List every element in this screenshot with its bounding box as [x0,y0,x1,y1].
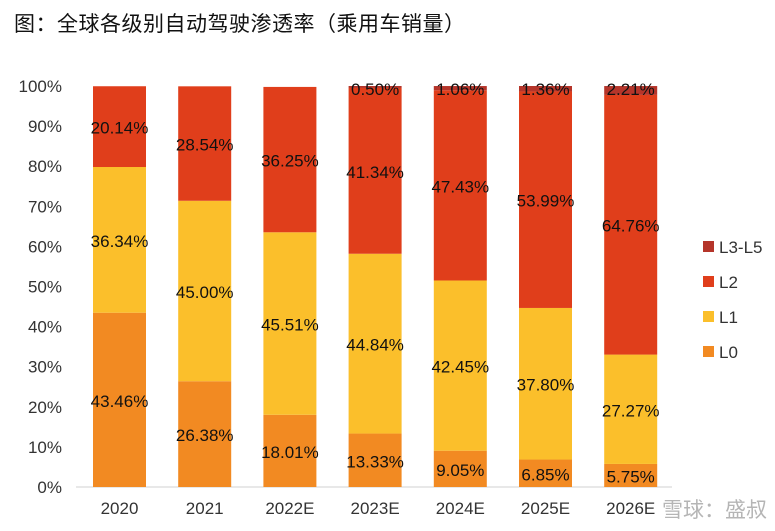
legend-label-l2: L2 [719,273,738,292]
bar-l2-2026E [604,94,658,355]
x-tick-label: 2024E [436,499,485,518]
data-label-l1: 37.80% [517,376,575,395]
bar-l1-2021 [178,200,232,382]
bar-l0-2021 [178,381,232,487]
y-tick-label: 10% [28,438,62,457]
bar-l3-l5-2026E [604,86,658,95]
y-tick-label: 0% [37,478,62,497]
data-label-l0: 13.33% [346,452,404,471]
data-label-l1: 45.00% [176,283,234,302]
data-label-l2: 28.54% [176,136,234,155]
legend-swatch-l1 [703,311,714,322]
data-label-l3-l5: 0.50% [351,80,399,99]
data-label-l0: 6.85% [521,465,569,484]
data-label-l0: 5.75% [607,467,655,486]
bar-l0-2026E [604,463,658,487]
x-tick-label: 2022E [265,499,314,518]
bar-l3-l5-2025E [519,86,572,92]
bar-l2-2022E [263,86,317,233]
data-label-l3-l5: 1.36% [521,80,569,99]
data-label-l2: 20.14% [91,119,149,138]
bar-l0-2020 [93,312,146,487]
bar-l2-2023E [348,87,402,254]
bar-l1-2020 [93,167,146,313]
legend-swatch-l2 [703,276,714,287]
data-label-l0: 43.46% [91,392,149,411]
bar-l2-2025E [519,91,572,308]
data-label-l1: 36.34% [91,232,149,251]
bar-l0-2024E [433,450,487,487]
chart-title: 图：全球各级别自动驾驶渗透率（乘用车销量） [14,12,466,36]
data-label-l2: 47.43% [431,177,489,196]
data-label-l1: 42.45% [431,358,489,377]
watermark: 雪球：盛叔 [662,498,767,522]
data-label-l1: 44.84% [346,336,404,355]
y-tick-label: 50% [28,278,62,297]
y-tick-label: 80% [28,157,62,176]
y-tick-label: 100% [19,77,62,96]
bar-l0-2022E [263,414,317,487]
y-tick-label: 60% [28,237,62,256]
y-tick-label: 70% [28,197,62,216]
bar-l1-2023E [348,253,402,434]
bar-l3-l5-2023E [348,86,402,88]
x-tick-label: 2020 [101,499,139,518]
data-label-l0: 26.38% [176,426,234,445]
bar-l2-2021 [178,86,232,201]
y-tick-label: 90% [28,117,62,136]
x-tick-label: 2025E [521,499,570,518]
data-label-l2: 36.25% [261,152,319,171]
data-label-l3-l5: 1.06% [436,80,484,99]
data-label-l2: 53.99% [517,192,575,211]
data-label-l0: 9.05% [436,461,484,480]
x-tick-label: 2026E [606,499,655,518]
data-label-l2: 64.76% [602,217,660,236]
legend-label-l3-l5: L3-L5 [719,238,762,257]
bar-l0-2023E [348,433,402,487]
bar-l0-2025E [519,459,572,487]
data-label-l3-l5: 2.21% [607,80,655,99]
x-tick-label: 2023E [351,499,400,518]
x-tick-label: 2021 [186,499,224,518]
y-tick-label: 30% [28,358,62,377]
bar-l3-l5-2024E [433,86,487,91]
legend-label-l1: L1 [719,308,738,327]
data-label-l0: 18.01% [261,443,319,462]
bar-l1-2024E [433,280,487,451]
bar-l1-2025E [519,307,572,460]
legend-swatch-l0 [703,346,714,357]
data-label-l1: 27.27% [602,401,660,420]
y-tick-label: 40% [28,318,62,337]
bar-l1-2026E [604,354,658,464]
data-label-l1: 45.51% [261,316,319,335]
bar-l2-2024E [433,90,487,281]
data-label-l2: 41.34% [346,163,404,182]
legend-swatch-l3-l5 [703,241,714,252]
y-tick-label: 20% [28,398,62,417]
bar-l1-2022E [263,232,317,415]
legend-label-l0: L0 [719,343,738,362]
bar-l2-2020 [93,86,146,168]
